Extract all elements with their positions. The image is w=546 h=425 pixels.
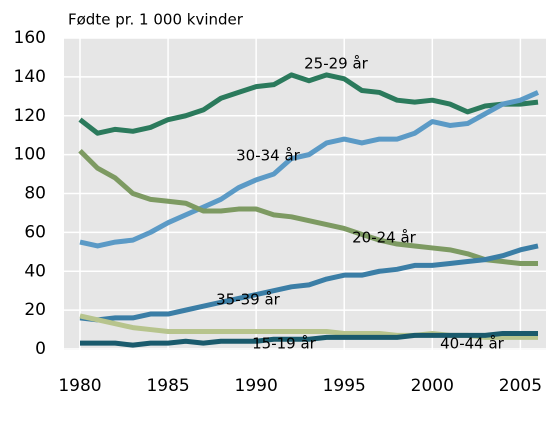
y-tick-label: 140 [14,67,46,87]
x-tick-label: 1985 [146,376,189,396]
series-label: 40-44 år [440,335,505,353]
y-tick-label: 160 [14,28,46,48]
series-label: 35-39 år [216,291,281,309]
series-line [79,90,540,249]
x-tick-label: 2005 [499,376,542,396]
series-line [80,330,538,348]
series-label: 15-19 år [252,335,317,353]
y-tick-label: 80 [24,184,46,204]
series-label: 20-24 år [352,229,417,247]
y-tick-label: 20 [24,300,46,320]
series-line [78,72,539,136]
y-tick-label: 0 [35,339,46,359]
series-label: 30-34 år [236,147,301,165]
x-tick-label: 1995 [323,376,366,396]
series-label: 25-29 år [304,55,369,73]
y-tick-label: 120 [14,106,46,126]
y-tick-label: 60 [24,222,46,242]
x-tick-label: 1980 [58,376,101,396]
series-line [78,148,538,266]
series-line [79,243,539,323]
y-tick-label: 40 [24,261,46,281]
x-tick-label: 1990 [235,376,278,396]
x-tick-label: 2000 [411,376,454,396]
y-axis-label: Fødte pr. 1 000 kvinder [68,11,244,29]
y-tick-label: 100 [14,145,46,165]
